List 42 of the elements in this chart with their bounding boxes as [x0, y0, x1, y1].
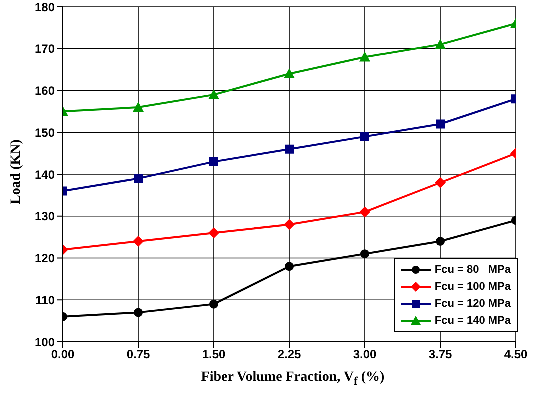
y-tick-label: 130 [34, 210, 56, 224]
point [360, 132, 370, 142]
point [284, 219, 295, 230]
x-tick-label: 0.00 [51, 348, 75, 362]
point [360, 52, 370, 62]
point [133, 236, 144, 247]
legend-label: Fcu = 80 MPa [434, 264, 511, 276]
point [210, 157, 218, 166]
point [208, 228, 220, 239]
y-tick-label: 180 [34, 0, 56, 14]
point [436, 120, 445, 129]
y-tick-label: 120 [34, 252, 56, 266]
legend-label: Fcu = 100 MPa [434, 280, 511, 292]
y-tick-label: 110 [36, 293, 56, 308]
x-tick-label: 3.00 [353, 348, 377, 362]
y-tick-label: 100 [34, 335, 56, 350]
x-tick-label: 4.50 [504, 348, 528, 362]
x-tick-label: 2.25 [278, 348, 302, 362]
y-axis-title: Load (KN) [8, 139, 24, 204]
point [134, 174, 143, 184]
legend-label: Fcu = 140 MPa [434, 314, 511, 326]
x-tick-label: 3.75 [428, 348, 452, 362]
legend-label: Fcu = 120 MPa [434, 298, 511, 310]
point [133, 102, 144, 112]
y-tick-label: 150 [34, 126, 56, 140]
y-tick-label: 160 [34, 84, 56, 98]
y-tick-label: 140 [34, 168, 56, 182]
point [284, 68, 295, 78]
point [360, 250, 370, 259]
point [360, 206, 370, 218]
point [285, 144, 294, 154]
x-tick-label: 1.50 [202, 348, 226, 362]
point [435, 177, 446, 188]
point [208, 89, 220, 100]
x-tick-label: 0.75 [126, 348, 150, 362]
y-tick-label: 170 [34, 42, 56, 56]
point [134, 308, 143, 318]
point [436, 237, 445, 246]
x-axis-title: Fiber Volume Fraction, V$_{f}$ (%) [200, 370, 386, 388]
point [435, 39, 446, 50]
point [210, 300, 218, 309]
point [285, 262, 294, 272]
